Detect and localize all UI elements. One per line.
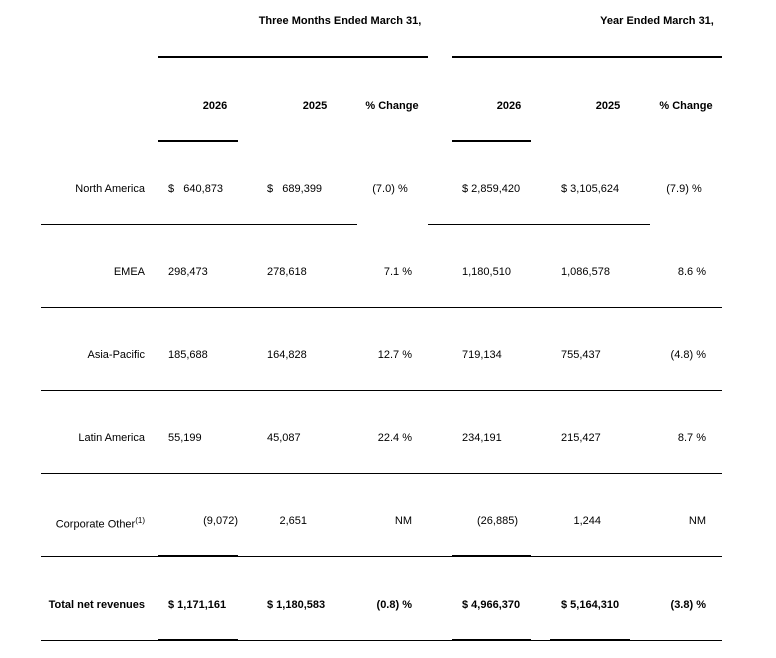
footnote-marker: (1): [135, 516, 145, 525]
row-label: Asia-Pacific: [87, 349, 145, 361]
cell: NM: [688, 515, 706, 527]
column-header: 2025: [302, 100, 328, 112]
cell: 7.1 %: [383, 266, 412, 278]
cell: NM: [394, 515, 412, 527]
rule: [158, 639, 238, 641]
rule: [158, 140, 238, 142]
cell: 185,688: [168, 349, 208, 361]
cell: $ 2,859,420: [462, 183, 521, 195]
rule: [41, 473, 722, 474]
column-header: 2026: [496, 100, 522, 112]
column-header: 2026: [202, 100, 228, 112]
cell: $ 5,164,310: [561, 599, 620, 611]
cell: 8.6 %: [677, 266, 706, 278]
cell: 215,427: [561, 432, 601, 444]
cell: 1,086,578: [561, 266, 610, 278]
column-header: % Change: [659, 100, 713, 112]
cell: $ 1,180,583: [267, 599, 326, 611]
cell: $ 1,171,161: [168, 599, 227, 611]
rule: [452, 555, 531, 557]
row-label: North America: [75, 183, 145, 195]
cell: (26,885): [477, 515, 518, 527]
cell: $ 689,399: [267, 183, 323, 195]
cell: (3.8) %: [670, 599, 706, 611]
column-header: % Change: [365, 100, 419, 112]
rule: [550, 639, 630, 641]
cell: 1,244: [573, 515, 601, 527]
cell: 55,199: [168, 432, 202, 444]
cell: 22.4 %: [377, 432, 412, 444]
rule: [452, 140, 531, 142]
rule: [158, 555, 238, 557]
cell: 164,828: [267, 349, 307, 361]
rule: [452, 56, 722, 58]
row-label: Latin America: [78, 432, 145, 444]
cell: (9,072): [203, 515, 238, 527]
column-group-header: Three Months Ended March 31,: [258, 15, 422, 27]
cell: (7.9) %: [666, 183, 702, 195]
rule: [41, 224, 357, 225]
cell: 719,134: [462, 349, 502, 361]
rule: [158, 56, 428, 58]
cell: 278,618: [267, 266, 307, 278]
cell: (4.8) %: [670, 349, 706, 361]
cell: (7.0) %: [372, 183, 408, 195]
rule: [428, 224, 650, 225]
rule: [41, 556, 722, 557]
cell: $ 3,105,624: [561, 183, 620, 195]
rule: [452, 639, 531, 641]
row-label: Corporate Other(1): [55, 516, 145, 531]
row-label: EMEA: [113, 266, 145, 278]
cell: 298,473: [168, 266, 208, 278]
column-header: 2025: [595, 100, 621, 112]
row-label: Total net revenues: [48, 599, 145, 611]
cell: 755,437: [561, 349, 601, 361]
rule: [41, 640, 722, 641]
rule: [41, 390, 722, 391]
cell: 12.7 %: [377, 349, 412, 361]
cell: 234,191: [462, 432, 502, 444]
cell: $ 640,873: [168, 183, 224, 195]
cell: 8.7 %: [677, 432, 706, 444]
cell: 2,651: [279, 515, 307, 527]
column-group-header: Year Ended March 31,: [600, 15, 714, 27]
cell: 1,180,510: [462, 266, 511, 278]
cell: $ 4,966,370: [462, 599, 521, 611]
rule: [41, 307, 722, 308]
cell: (0.8) %: [376, 599, 412, 611]
cell: 45,087: [267, 432, 301, 444]
